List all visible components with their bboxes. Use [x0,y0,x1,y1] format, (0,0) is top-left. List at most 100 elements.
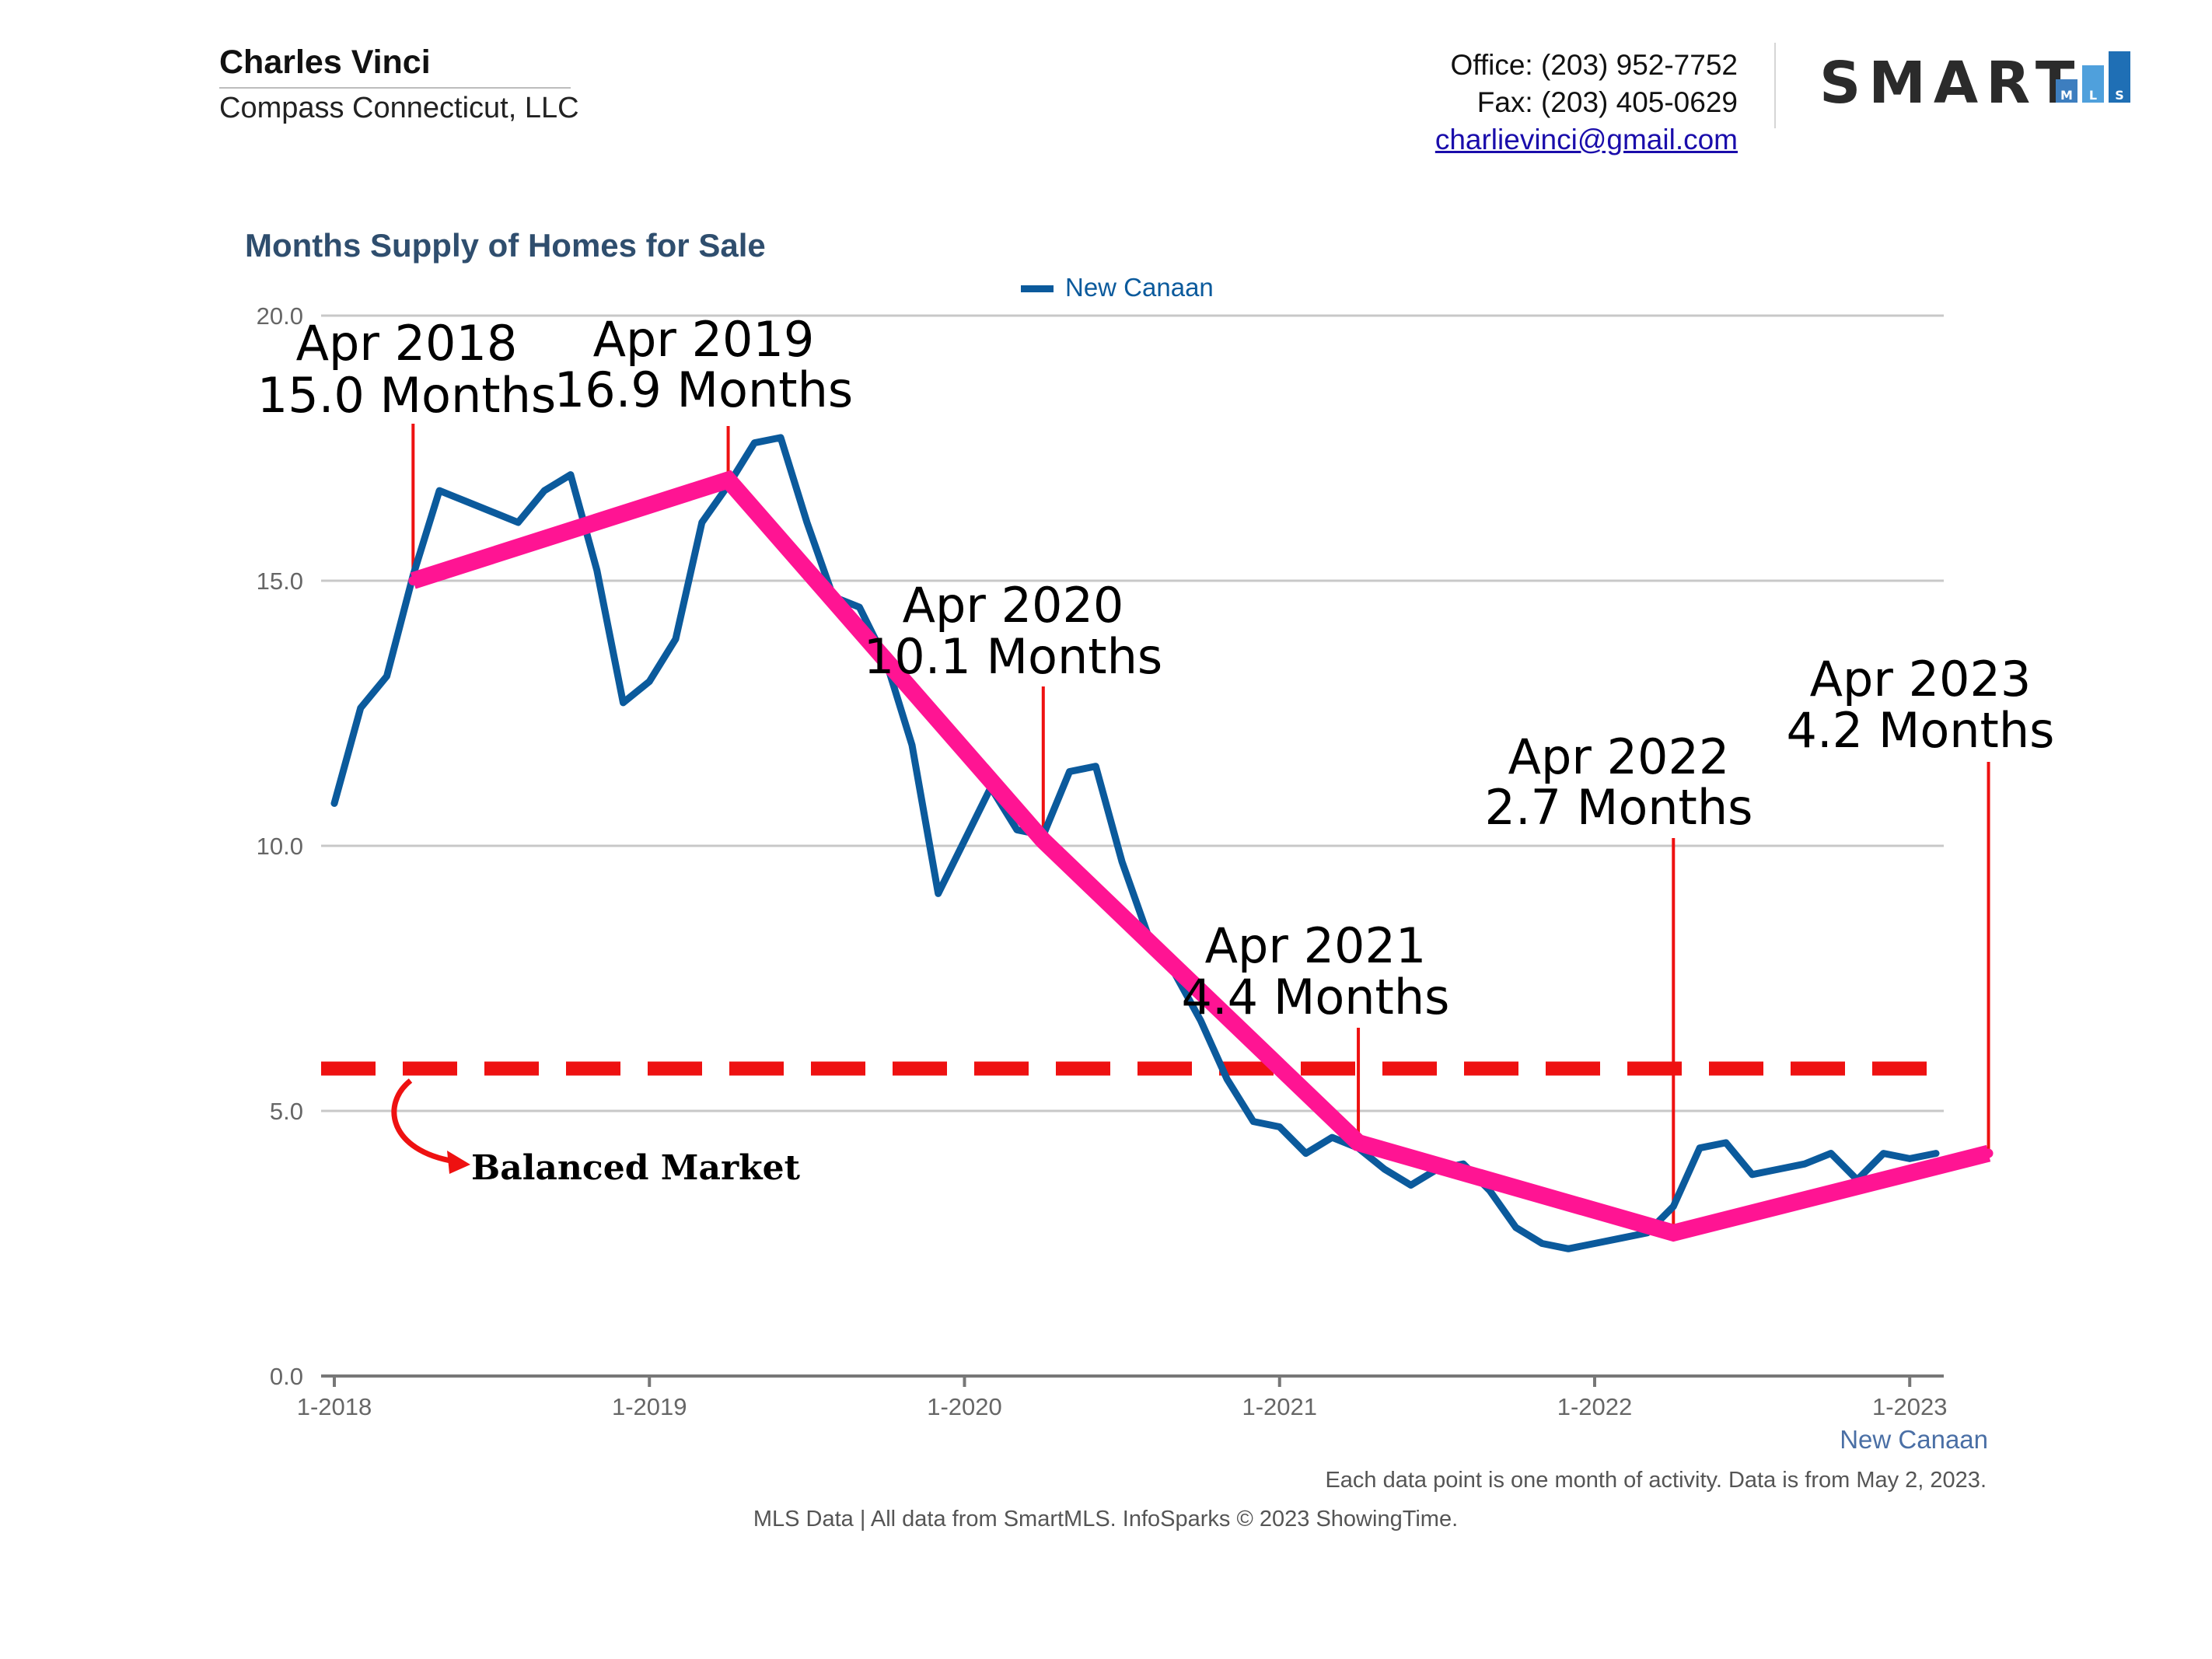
balanced-market-arrow [391,1078,456,1165]
annotation-value: 4.2 Months [1787,702,2055,759]
series-point [1512,1224,1519,1231]
logo-letter-l: L [2089,88,2097,103]
agent-name: Charles Vinci [219,44,431,81]
series-point [620,699,627,706]
series-line-new-canaan[interactable] [330,434,1940,1252]
series-point [1539,1240,1546,1247]
series-point [1119,858,1126,865]
header-divider [1774,43,1776,128]
annotation-leaders [411,424,1990,1233]
logo-block-l [2082,65,2104,103]
annotation-value: 2.7 Months [1485,779,1753,836]
x-corner-label: New Canaan [1840,1425,1988,1454]
series-point [1302,1150,1309,1157]
series-point [1565,1245,1572,1252]
email-link[interactable]: charlievinci@gmail.com [1434,124,1738,155]
y-tick-label: 20.0 [257,302,303,330]
balanced-market-label: Balanced Market [471,1148,801,1188]
series-point [1329,1134,1336,1141]
balanced-market-callout: Balanced Market [391,1078,801,1188]
series-point [908,742,915,749]
y-tick-label: 5.0 [270,1098,303,1125]
series-point [1381,1166,1388,1173]
data-note: Each data point is one month of activity… [1325,1468,1987,1493]
annotation-month: Apr 2019 [593,311,815,368]
office-phone: Office: (203) 952-7752 [1450,49,1738,81]
series-point [1801,1161,1808,1168]
series-point [646,678,653,685]
annotation-value: 4.4 Months [1182,969,1450,1025]
legend-label: New Canaan [1065,273,1214,302]
series-point [1591,1240,1598,1247]
series-point [1749,1171,1756,1178]
series-point [1276,1123,1283,1130]
series-point [515,519,522,526]
trend-point [1354,1137,1364,1147]
trend-point [1983,1148,1994,1158]
annotation-value: 15.0 Months [257,367,556,424]
series-point [488,508,495,515]
series-point [1407,1182,1414,1189]
y-tick-label: 15.0 [257,568,303,595]
x-tick-label: 1-2022 [1557,1393,1633,1420]
company-name: Compass Connecticut, LLC [219,92,579,124]
series-point [541,487,548,494]
annotation-value: 10.1 Months [864,628,1162,685]
series-point [1880,1150,1887,1157]
series-point [567,471,574,478]
series-point [1697,1144,1704,1151]
x-tick-label: 1-2023 [1872,1393,1948,1420]
series-point [1092,763,1099,770]
series-point [1906,1155,1913,1162]
x-tick-label: 1-2018 [297,1393,372,1420]
series-point [383,672,390,679]
x-axis: 1-2018 1-2019 1-2020 1-2021 1-2022 1-2023 [297,1376,1948,1420]
series-point [593,567,600,574]
x-tick-label: 1-2021 [1242,1393,1317,1420]
header-rule [219,87,571,89]
series-point [1066,768,1073,775]
logo-block-s [2109,51,2130,103]
annotation-value: 16.9 Months [554,361,853,418]
series-point [751,439,758,446]
grid-lines [321,314,1944,1112]
balanced-market-arrowhead [447,1151,470,1174]
x-tick-label: 1-2020 [927,1393,1002,1420]
logo-letter-m: M [2060,88,2073,103]
series-point [1670,1203,1677,1210]
annotation-month: Apr 2022 [1508,728,1730,785]
logo-block-m [2056,79,2077,103]
series-point [1014,826,1021,833]
logo-letter-s: S [2115,88,2124,103]
annotation-month: Apr 2018 [296,315,518,372]
series-point [698,519,705,526]
series-point [1775,1166,1782,1173]
series-point [1617,1235,1624,1242]
trend-line [410,470,1991,1242]
series-point [1722,1139,1729,1146]
trend-point [408,576,418,585]
series-point [1224,1076,1231,1083]
contact-block: Office: (203) 952-7752 Fax: (203) 405-06… [1435,47,1738,159]
annotation-month: Apr 2020 [903,577,1124,634]
series-point [856,604,863,611]
series-point [1249,1118,1256,1125]
footer-credits: MLS Data | All data from SmartMLS. InfoS… [753,1507,1458,1532]
smartmls-logo: SMART M L S [1819,50,2130,110]
trend-points [408,475,1994,1238]
series-point [935,890,942,897]
logo-text: SMART [1819,50,2082,110]
series-point [357,704,364,711]
series-point [1933,1150,1939,1157]
series-point [331,800,337,807]
trend-point [723,475,733,485]
legend[interactable]: New Canaan [1021,273,1214,302]
annotation-month: Apr 2021 [1205,917,1427,974]
series-point [778,434,785,441]
series-point [462,498,469,505]
y-tick-label: 0.0 [270,1363,303,1390]
series-point [1197,1018,1204,1025]
series-point [803,519,810,526]
